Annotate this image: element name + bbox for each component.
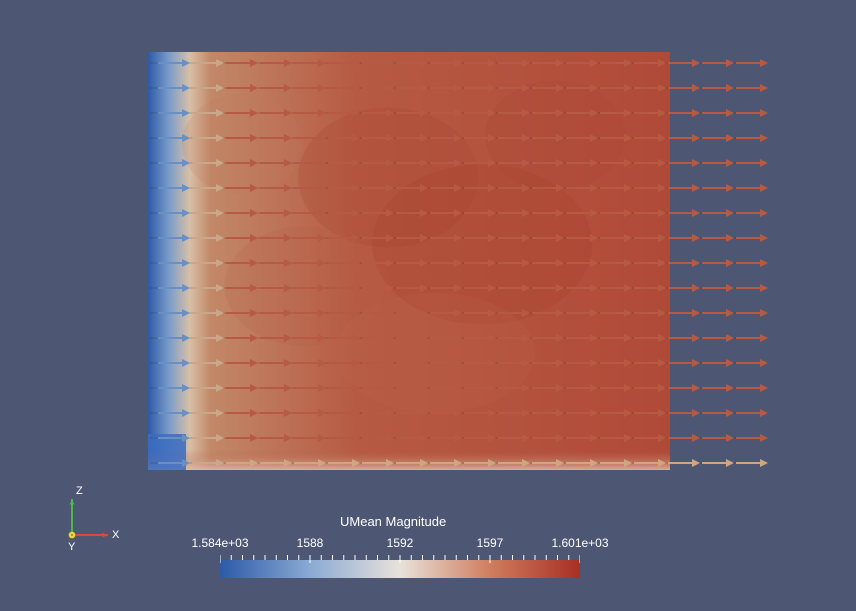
tick-label: 1588 — [297, 536, 324, 550]
legend-title: UMean Magnitude — [340, 514, 446, 529]
tick-label: 1592 — [387, 536, 414, 550]
tick-label: 1.601e+03 — [551, 536, 608, 550]
tickmarks — [220, 550, 580, 558]
axis-label-y: Y — [68, 541, 75, 553]
axis-label-x: X — [112, 529, 119, 541]
tick-label: 1.584e+03 — [191, 536, 248, 550]
tick-label: 1597 — [477, 536, 504, 550]
axis-label-z: Z — [76, 485, 83, 497]
